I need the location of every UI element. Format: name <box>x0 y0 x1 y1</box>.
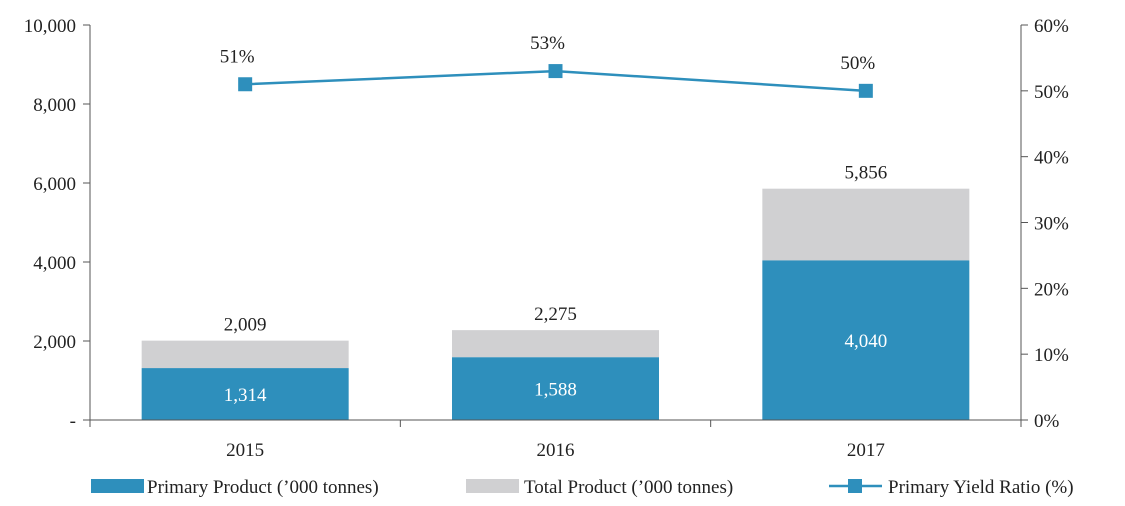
primary-product-label: 1,314 <box>224 385 267 406</box>
right-tick-label: 40% <box>1034 148 1069 169</box>
left-tick-label: 2,000 <box>33 332 76 353</box>
primary-product-label: 4,040 <box>844 331 887 352</box>
legend-label-total: Total Product (’000 tonnes) <box>524 477 733 498</box>
primary-product-bar <box>762 260 970 420</box>
left-tick-label: 10,000 <box>24 16 76 37</box>
x-tick-label: 2016 <box>537 440 575 461</box>
yield-label: 51% <box>220 46 255 67</box>
legend-marker-yield <box>848 479 862 493</box>
total-product-bar <box>452 330 659 358</box>
primary-product-bar <box>141 368 349 420</box>
total-product-bar <box>762 188 970 261</box>
x-axis: 2015 2016 2017 <box>89 25 1022 461</box>
yield-line: 51% 53% 50% <box>220 33 875 98</box>
legend-swatch-primary <box>91 479 144 493</box>
right-tick-label: 50% <box>1034 82 1069 103</box>
right-tick-label: 0% <box>1034 411 1060 432</box>
yield-point <box>548 64 563 79</box>
right-axis: 0% 10% 20% 30% 40% 50% 60% <box>1021 16 1069 432</box>
primary-product-label: 1,588 <box>534 380 577 401</box>
left-tick-label: - <box>70 411 76 432</box>
right-tick-label: 60% <box>1034 16 1069 37</box>
total-product-label: 2,275 <box>534 304 577 325</box>
yield-label: 50% <box>840 53 875 74</box>
legend-label-primary: Primary Product (’000 tonnes) <box>147 477 379 498</box>
left-tick-label: 6,000 <box>33 174 76 195</box>
bars: 1,314 2,009 1,588 2,275 4,040 5,856 <box>141 163 970 420</box>
primary-product-bar <box>452 357 659 420</box>
yield-label: 53% <box>530 33 565 54</box>
yield-point <box>238 77 253 92</box>
legend: Primary Product (’000 tonnes) Total Produ… <box>91 477 1074 498</box>
left-tick-label: 8,000 <box>33 95 76 116</box>
total-product-label: 2,009 <box>224 315 267 336</box>
total-product-bar <box>141 340 349 369</box>
left-tick-label: 4,000 <box>33 253 76 274</box>
total-product-label: 5,856 <box>844 163 887 184</box>
right-tick-label: 10% <box>1034 345 1069 366</box>
x-tick-label: 2017 <box>847 440 885 461</box>
left-axis: - 2,000 4,000 6,000 8,000 10,000 <box>24 16 90 432</box>
yield-point <box>858 83 873 98</box>
x-tick-label: 2015 <box>226 440 264 461</box>
legend-swatch-total <box>466 479 519 493</box>
right-tick-label: 30% <box>1034 214 1069 235</box>
legend-label-yield: Primary Yield Ratio (%) <box>888 477 1074 498</box>
right-tick-label: 20% <box>1034 279 1069 300</box>
